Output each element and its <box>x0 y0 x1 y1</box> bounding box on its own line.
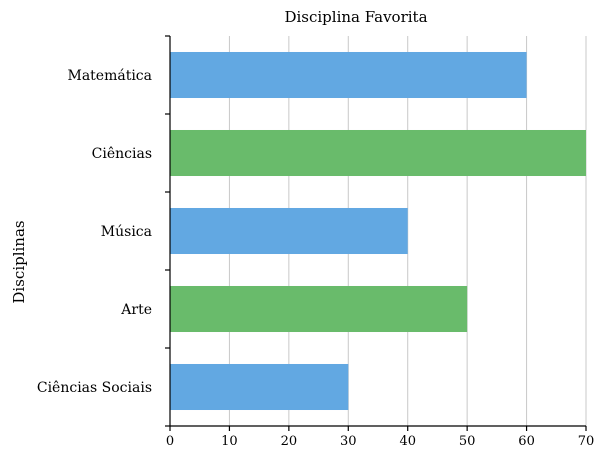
x-tick-label: 60 <box>518 434 535 449</box>
y-axis-label: Disciplinas <box>10 220 28 303</box>
x-tick-label: 0 <box>166 434 174 449</box>
category-label: Música <box>101 224 152 240</box>
bar-1 <box>170 129 586 177</box>
category-label: Arte <box>120 302 152 318</box>
bar-2 <box>170 207 408 255</box>
bar-3 <box>170 285 468 333</box>
category-label: Ciências <box>92 146 152 162</box>
x-tick-label: 10 <box>221 434 238 449</box>
chart-title: Disciplina Favorita <box>284 8 427 26</box>
bar-4 <box>170 363 349 411</box>
x-tick-label: 40 <box>399 434 416 449</box>
x-tick-label: 70 <box>578 434 594 449</box>
category-label: Matemática <box>67 68 152 84</box>
bar-0 <box>170 51 527 99</box>
axes <box>165 35 587 431</box>
x-tick-label: 50 <box>459 434 476 449</box>
x-tick-label: 30 <box>340 434 357 449</box>
x-tick-label: 20 <box>281 434 298 449</box>
category-label: Ciências Sociais <box>37 380 152 396</box>
bars <box>170 51 586 411</box>
labels: 0 10 20 30 40 50 60 70 Matemática Ciências Música A… <box>37 68 594 449</box>
